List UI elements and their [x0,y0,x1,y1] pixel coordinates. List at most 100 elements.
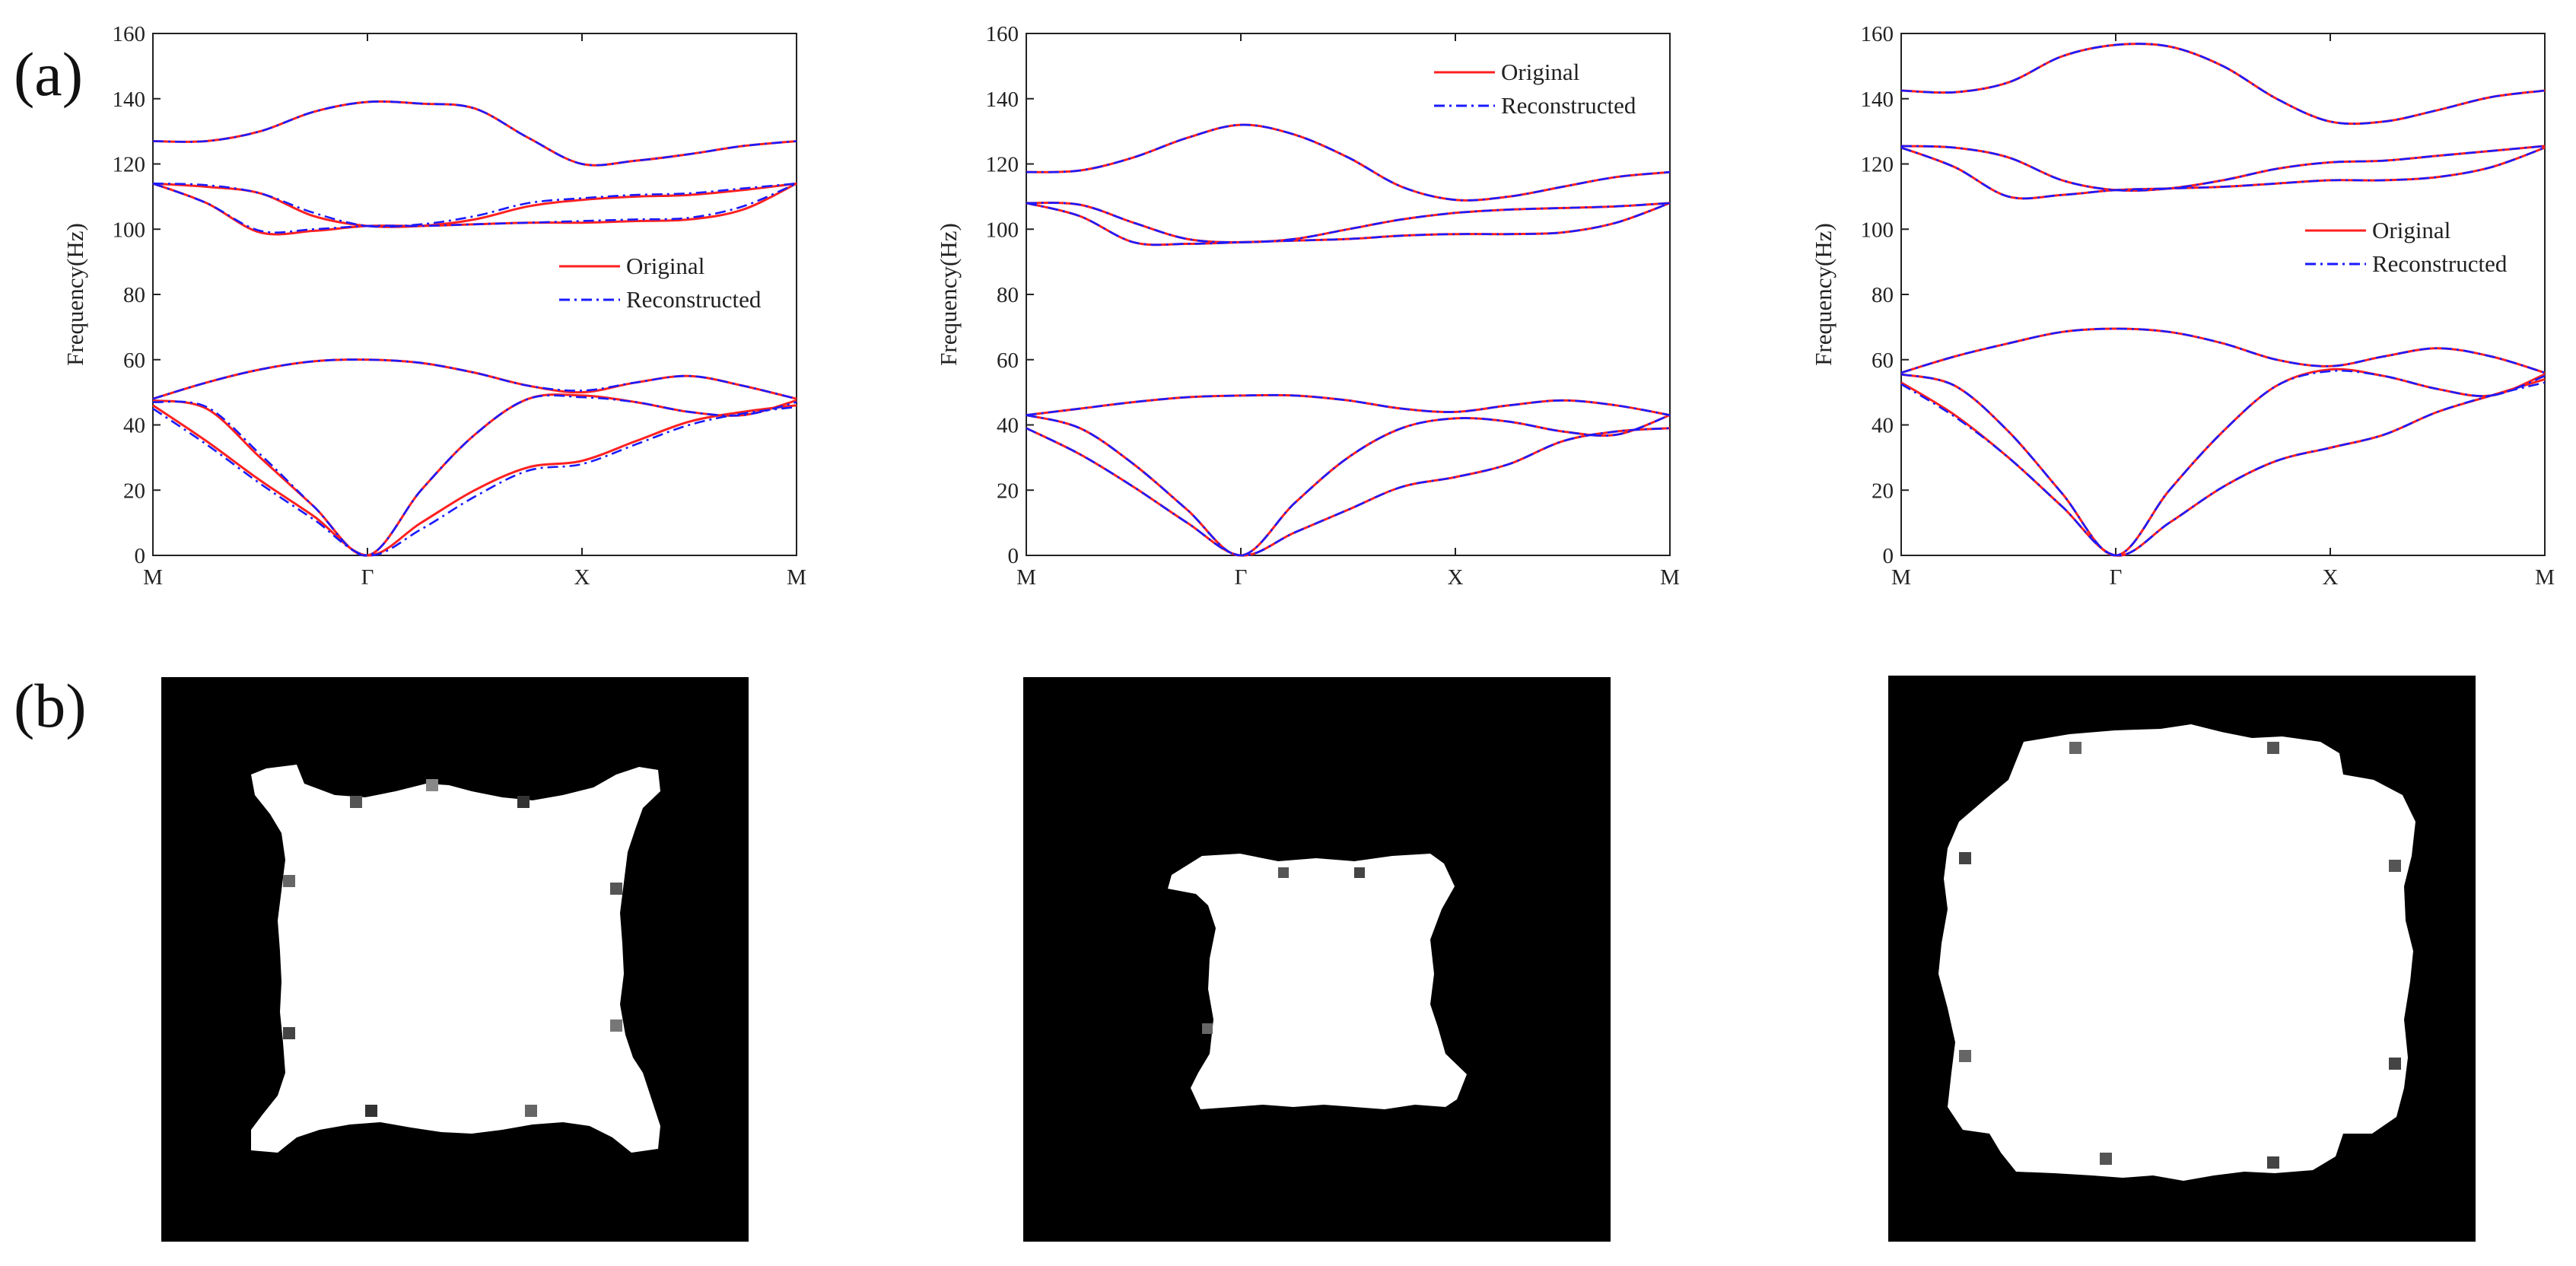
y-tick-label: 60 [1872,348,1894,373]
original-band-1 [152,404,797,557]
unit-cell-1 [161,677,749,1242]
x-tick-label: M [1660,565,1680,590]
legend-label: Original [1501,59,1579,85]
legend: Original Reconstructed [1434,59,1636,119]
original-band-2 [1900,367,2546,557]
y-tick-label: 60 [123,348,145,373]
y-tick-label: 60 [997,348,1019,373]
unit-cell-1-gray-pixel [283,1027,295,1039]
x-tick-label: Γ [2110,565,2123,590]
original-band-5 [1900,145,2546,192]
y-tick-label: 160 [986,22,1019,46]
unit-cell-3-gray-pixel [2267,742,2279,754]
y-axis-title: Frequency(Hz) [1810,223,1837,366]
y-tick-label: 20 [123,479,145,503]
x-tick-label: M [1016,565,1036,590]
y-tick-label: 120 [113,153,146,177]
reconstructed-band-4 [1026,202,1671,247]
original-band-6 [1900,42,2546,126]
original-band-2 [1026,414,1671,557]
reconstructed-band-4 [1900,146,2546,200]
unit-cell-3 [1888,676,2476,1242]
reconstructed-band-6 [152,100,797,167]
reconstructed-band-5 [1900,145,2546,192]
original-band-5 [1026,202,1671,243]
reconstructed-band-2 [1900,369,2546,557]
y-tick-label: 0 [1883,544,1894,568]
reconstructed-band-4 [152,182,797,234]
reconstructed-band-1 [1026,427,1671,557]
unit-cell-2 [1023,677,1611,1242]
x-tick-label: X [2323,565,2339,590]
y-axis-title: Frequency(Hz) [935,223,962,366]
legend-label: Reconstructed [1501,92,1636,119]
x-tick-label: M [2535,565,2555,590]
x-tick-label: X [1448,565,1464,590]
y-tick-label: 140 [113,87,146,112]
unit-cell-1-gray-pixel [517,796,530,808]
unit-cell-1-gray-pixel [426,779,438,791]
y-tick-label: 120 [986,153,1019,177]
unit-cell-1-gray-pixel [350,796,362,808]
x-tick-label: M [1891,565,1911,590]
y-tick-label: 100 [1861,218,1894,242]
legend: Original Reconstructed [2305,217,2508,277]
x-tick-label: Γ [1235,565,1248,590]
panel-a-label: (a) [14,40,83,109]
reconstructed-band-3 [152,358,797,400]
unit-cell-1-solid [251,765,660,1153]
chart-3: 0 20 40 60 80 100 120 140 160 M Γ X M Frequency(Hz) Or… [1810,22,2555,590]
legend: Original Reconstructed [559,253,762,313]
unit-cell-2-gray-pixel [1354,867,1365,878]
unit-cell-1-gray-pixel [283,875,295,887]
original-band-6 [1026,123,1671,202]
unit-cell-2-gray-pixel [1202,1023,1213,1034]
original-band-1 [1900,378,2546,557]
legend-label: Original [2372,217,2450,243]
reconstructed-band-6 [1900,43,2546,125]
original-band-1 [1026,427,1671,557]
unit-cell-3-gray-pixel [2389,1058,2401,1070]
reconstructed-band-1 [152,406,797,557]
unit-cell-3-gray-pixel [2069,742,2081,754]
unit-cell-3-gray-pixel [2389,860,2401,872]
y-tick-label: 40 [123,414,145,438]
original-band-3 [1900,327,2546,374]
y-tick-label: 160 [113,22,146,46]
unit-cell-3-gray-pixel [1959,1050,1971,1062]
y-tick-label: 80 [1872,283,1894,307]
y-tick-label: 40 [997,414,1019,438]
unit-cell-3-gray-pixel [2100,1153,2112,1165]
unit-cell-2-gray-pixel [1278,867,1289,878]
reconstructed-band-6 [1026,123,1671,202]
reconstructed-band-5 [152,182,797,228]
x-tick-label: X [574,565,590,590]
reconstructed-band-2 [1026,414,1671,557]
y-tick-label: 140 [986,87,1019,112]
panel-b-label: (b) [14,671,87,740]
unit-cell-3-gray-pixel [1959,852,1971,864]
chart-1: 0 20 40 60 80 100 120 140 160 M Γ X M Frequency(Hz) Or… [62,22,806,590]
reconstructed-band-3 [1026,394,1671,416]
y-tick-label: 120 [1861,153,1894,177]
unit-cell-3-solid [1938,724,2415,1181]
reconstructed-band-1 [1900,381,2546,557]
y-tick-label: 160 [1861,22,1894,46]
y-tick-label: 0 [1008,544,1019,568]
unit-cell-1-gray-pixel [610,1019,622,1032]
y-tick-label: 100 [113,218,146,242]
y-tick-label: 20 [997,479,1019,503]
y-tick-label: 80 [123,283,145,307]
legend-label: Original [626,253,704,279]
reconstructed-band-2 [152,394,797,557]
y-tick-label: 100 [986,218,1019,242]
x-tick-label: M [143,565,163,590]
x-tick-label: Γ [361,565,374,590]
y-tick-label: 80 [997,283,1019,307]
y-axis-title: Frequency(Hz) [62,223,88,366]
chart-2: 0 20 40 60 80 100 120 140 160 M Γ X M Frequency(Hz) Or… [935,22,1680,590]
y-tick-label: 40 [1872,414,1894,438]
original-band-5 [152,182,797,228]
unit-cell-1-gray-pixel [610,883,622,895]
